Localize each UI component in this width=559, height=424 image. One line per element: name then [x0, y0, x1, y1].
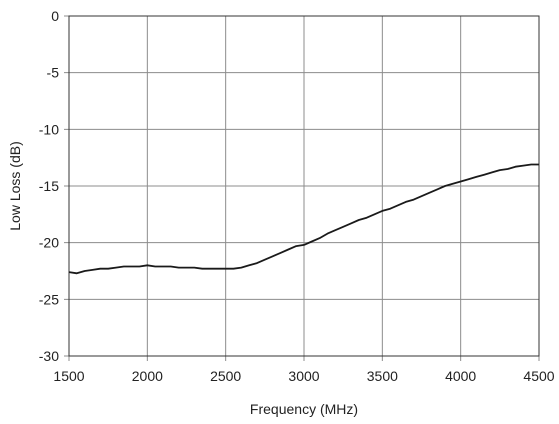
x-axis-title: Frequency (MHz) [250, 401, 358, 417]
y-tick-label: -20 [39, 235, 59, 251]
x-tick-label: 2500 [210, 368, 241, 384]
plot-area-frame [68, 15, 540, 357]
y-axis-title: Low Loss (dB) [7, 141, 23, 230]
series-line [68, 163, 539, 275]
y-tick-label: -30 [39, 348, 59, 364]
y-tick-label: -15 [39, 178, 59, 194]
y-tick-label: -10 [39, 121, 59, 137]
x-tick-label: 2000 [132, 368, 163, 384]
grid [64, 15, 540, 361]
x-tick-label: 4500 [523, 368, 554, 384]
y-axis-tick-labels: 0 -5 -10 -15 -20 -25 -30 [39, 8, 59, 364]
y-tick-label: -5 [47, 65, 60, 81]
x-tick-label: 4000 [445, 368, 476, 384]
y-tick-label: -25 [39, 291, 59, 307]
x-axis-tick-labels: 1500 2000 2500 3000 3500 4000 4500 [53, 368, 554, 384]
x-tick-label: 3500 [367, 368, 398, 384]
x-tick-label: 1500 [53, 368, 84, 384]
x-tick-label: 3000 [288, 368, 319, 384]
y-tick-label: 0 [51, 8, 59, 24]
